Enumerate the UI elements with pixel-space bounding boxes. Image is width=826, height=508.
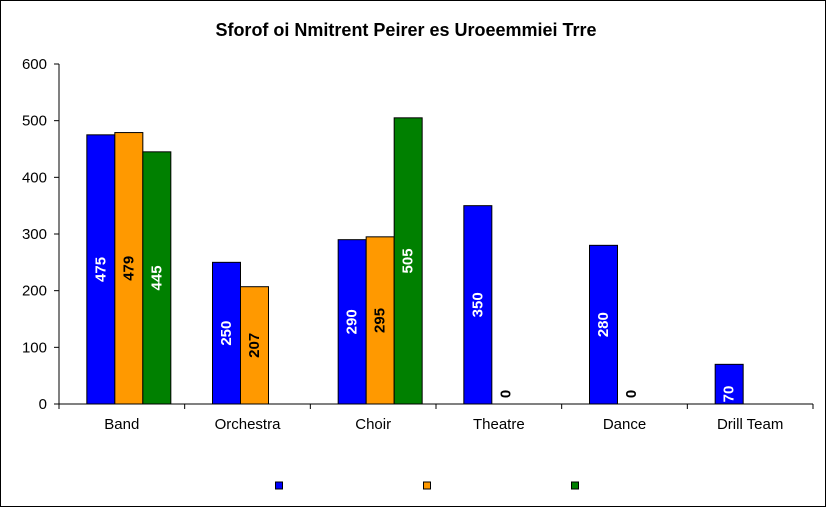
bar (86, 134, 116, 405)
data-label: 505 (400, 248, 417, 273)
legend-swatch (275, 481, 283, 490)
x-tick-label: Theatre (473, 416, 525, 433)
y-tick-label: 400 (22, 169, 47, 186)
y-tick-label: 100 (22, 339, 47, 356)
data-label: 0 (497, 390, 514, 398)
data-label: 350 (469, 292, 486, 317)
legend-swatch (571, 481, 579, 490)
data-label: 479 (120, 256, 137, 281)
bar (463, 205, 493, 405)
x-tick-label: Drill Team (717, 416, 783, 433)
bar (240, 286, 269, 405)
legend-swatch (423, 481, 431, 490)
y-tick-label: 300 (22, 226, 47, 243)
data-label: 0 (623, 390, 640, 398)
bar (212, 261, 241, 405)
y-tick-label: 500 (22, 113, 47, 130)
y-tick-label: 0 (39, 396, 47, 413)
y-tick-label: 600 (22, 56, 47, 73)
data-label: 250 (218, 321, 235, 346)
chart-title: Sforof oi Nmitrent Peirer es Uroeemmiei … (215, 20, 596, 40)
bar (142, 151, 172, 405)
data-label: 70 (721, 386, 738, 403)
x-tick-label: Choir (355, 416, 391, 433)
bar (337, 239, 367, 405)
data-label: 280 (595, 312, 612, 337)
bar (714, 363, 744, 405)
x-tick-label: Dance (603, 416, 646, 433)
bar (589, 244, 618, 405)
y-tick-label: 200 (22, 283, 47, 300)
bar (393, 117, 423, 405)
data-label: 475 (92, 257, 109, 282)
bar (114, 132, 144, 405)
x-tick-label: Orchestra (215, 416, 282, 433)
bar (365, 236, 395, 405)
data-label: 207 (246, 333, 263, 358)
data-label: 445 (148, 265, 165, 290)
x-tick-label: Band (104, 416, 139, 433)
data-label: 290 (344, 309, 361, 334)
data-label: 295 (372, 308, 389, 333)
